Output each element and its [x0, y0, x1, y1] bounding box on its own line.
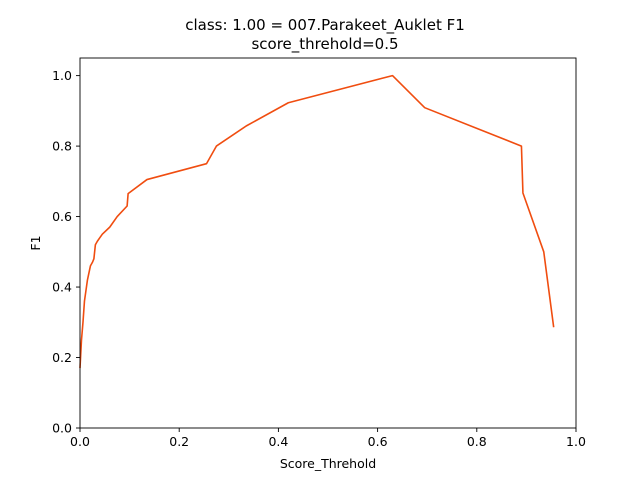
y-tick-label: 0.2 — [52, 350, 72, 365]
y-tick-label: 1.0 — [52, 68, 72, 83]
x-axis-label: Score_Threhold — [280, 456, 376, 471]
chart-subtitle: score_threhold=0.5 — [251, 35, 398, 54]
y-tick-label: 0.8 — [52, 139, 72, 154]
x-tick-label: 0.2 — [169, 434, 189, 449]
x-tick-label: 0.6 — [368, 434, 388, 449]
y-tick-label: 0.4 — [52, 280, 72, 295]
series-line — [79, 74, 555, 369]
plot-area: 0.0 0.2 0.4 0.6 0.8 1.0 0.0 0.2 0.4 0.6 0.8 1.0 — [52, 57, 586, 449]
x-tick-label: 1.0 — [566, 434, 586, 449]
plot-frame — [79, 57, 577, 429]
x-tick-label: 0.4 — [268, 434, 288, 449]
y-tick-label: 0.0 — [52, 421, 72, 436]
x-tick-label: 0.8 — [467, 434, 487, 449]
chart-title: class: 1.00 = 007.Parakeet_Auklet F1 — [185, 16, 465, 35]
x-tick-label: 0.0 — [70, 434, 90, 449]
y-axis-label: F1 — [28, 235, 43, 250]
y-tick-label: 0.6 — [52, 209, 72, 224]
